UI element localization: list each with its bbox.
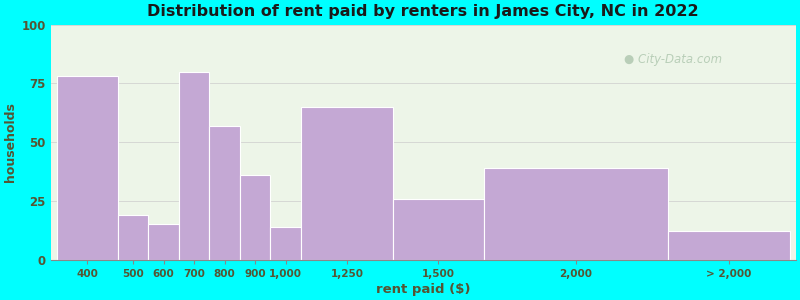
- Bar: [240, 175, 270, 260]
- Bar: [667, 231, 790, 260]
- Text: ● City-Data.com: ● City-Data.com: [625, 53, 722, 66]
- Bar: [57, 76, 118, 260]
- Title: Distribution of rent paid by renters in James City, NC in 2022: Distribution of rent paid by renters in …: [147, 4, 699, 19]
- Bar: [393, 199, 484, 260]
- Bar: [301, 107, 393, 260]
- X-axis label: rent paid ($): rent paid ($): [376, 283, 470, 296]
- Bar: [179, 71, 210, 260]
- Bar: [210, 126, 240, 260]
- Bar: [118, 215, 148, 260]
- Bar: [484, 168, 667, 260]
- Bar: [148, 224, 179, 260]
- Y-axis label: households: households: [4, 102, 17, 182]
- Bar: [270, 227, 301, 260]
